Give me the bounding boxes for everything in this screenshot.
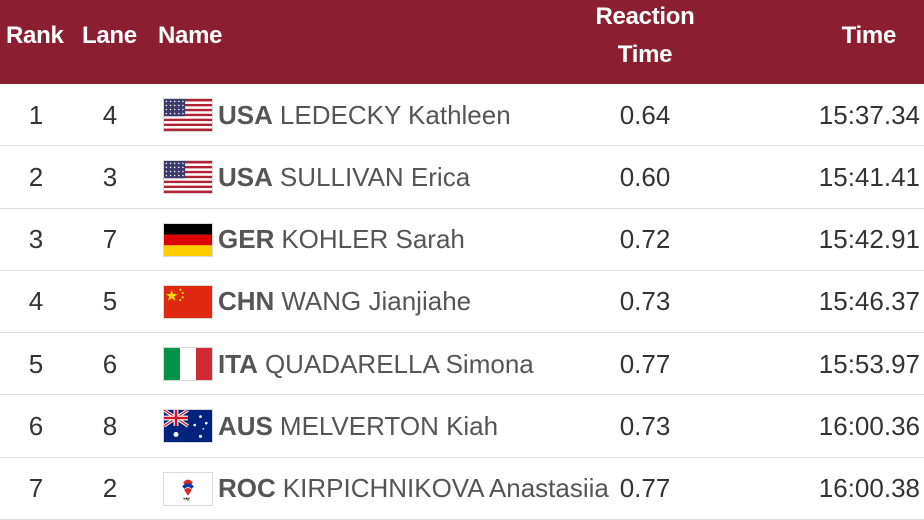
roc-flag-icon bbox=[163, 471, 213, 506]
italy-flag-icon bbox=[163, 347, 213, 382]
lane-cell: 7 bbox=[102, 224, 118, 255]
time-cell: 16:00.38 bbox=[818, 473, 920, 504]
athlete-name: KIRPICHNIKOVA Anastasiia bbox=[282, 473, 609, 504]
australia-flag-icon bbox=[163, 409, 213, 444]
germany-flag-icon bbox=[163, 222, 213, 257]
header-rank: Rank bbox=[6, 22, 64, 49]
athlete-name: KOHLER Sarah bbox=[281, 224, 465, 255]
athlete-name: QUADARELLA Simona bbox=[264, 348, 534, 379]
athlete-name-cell[interactable]: ROC KIRPICHNIKOVA Anastasiia bbox=[218, 458, 609, 520]
table-row[interactable]: 3 7 GER KOHLER Sarah 0.72 15:42.91 bbox=[0, 209, 924, 271]
usa-flag-icon bbox=[163, 98, 213, 132]
time-cell: 15:53.97 bbox=[818, 348, 920, 379]
lane-cell: 6 bbox=[102, 348, 118, 379]
athlete-name: LEDECKY Kathleen bbox=[279, 99, 511, 130]
header-reaction-line2: Time bbox=[617, 41, 673, 68]
lane-cell: 3 bbox=[102, 161, 118, 192]
table-row[interactable]: 6 8 AUS MELVERTON Kiah 0.73 16:00.36 bbox=[0, 395, 924, 458]
header-name: Name bbox=[158, 22, 223, 49]
table-row[interactable]: 2 3 USA SULLIVAN Erica 0.60 15:41.41 bbox=[0, 146, 924, 209]
rank-cell: 4 bbox=[28, 286, 44, 317]
header-reaction-line1: Reaction bbox=[595, 3, 695, 30]
table-row[interactable]: 7 2 ROC KIRPICHNIKOVA Anastasiia 0.77 16… bbox=[0, 458, 924, 520]
athlete-name: WANG Jianjiahe bbox=[281, 286, 472, 317]
time-cell: 15:46.37 bbox=[818, 286, 920, 317]
rank-cell: 2 bbox=[28, 161, 44, 192]
usa-flag-icon bbox=[163, 160, 213, 195]
athlete-name-cell[interactable]: USA SULLIVAN Erica bbox=[218, 146, 470, 208]
time-cell: 15:37.34 bbox=[818, 99, 920, 130]
reaction-time-cell: 0.73 bbox=[619, 286, 671, 317]
lane-cell: 8 bbox=[102, 410, 118, 441]
table-row[interactable]: 1 4 USA LEDECKY Kathleen 0.64 15:37.34 bbox=[0, 84, 924, 147]
table-body: 1 4 USA LEDECKY Kathleen 0.64 15:37.34 2… bbox=[0, 84, 924, 520]
time-cell: 16:00.36 bbox=[818, 410, 920, 441]
header-lane: Lane bbox=[82, 22, 137, 49]
athlete-name: MELVERTON Kiah bbox=[279, 410, 499, 441]
header-reaction-time: Reaction Time bbox=[560, 0, 730, 72]
china-flag-icon bbox=[163, 284, 213, 319]
reaction-time-cell: 0.64 bbox=[619, 99, 671, 130]
rank-cell: 3 bbox=[28, 224, 44, 255]
noc-code: CHN bbox=[218, 286, 275, 317]
noc-code: ITA bbox=[218, 348, 258, 379]
athlete-name: SULLIVAN Erica bbox=[279, 161, 471, 192]
lane-cell: 5 bbox=[102, 286, 118, 317]
rank-cell: 6 bbox=[28, 410, 44, 441]
noc-code: USA bbox=[218, 99, 273, 130]
table-header: Rank Lane Name Reaction Time Time bbox=[0, 0, 924, 84]
time-cell: 15:42.91 bbox=[818, 224, 920, 255]
time-cell: 15:41.41 bbox=[818, 161, 920, 192]
rank-cell: 7 bbox=[28, 473, 44, 504]
noc-code: AUS bbox=[218, 410, 273, 441]
athlete-name-cell[interactable]: ITA QUADARELLA Simona bbox=[218, 333, 534, 395]
lane-cell: 2 bbox=[102, 473, 118, 504]
noc-code: ROC bbox=[218, 473, 276, 504]
reaction-time-cell: 0.77 bbox=[619, 473, 671, 504]
reaction-time-cell: 0.77 bbox=[619, 348, 671, 379]
athlete-name-cell[interactable]: AUS MELVERTON Kiah bbox=[218, 395, 498, 457]
athlete-name-cell[interactable]: USA LEDECKY Kathleen bbox=[218, 84, 511, 146]
lane-cell: 4 bbox=[102, 99, 118, 130]
rank-cell: 5 bbox=[28, 348, 44, 379]
athlete-name-cell[interactable]: GER KOHLER Sarah bbox=[218, 209, 465, 271]
reaction-time-cell: 0.72 bbox=[619, 224, 671, 255]
table-row[interactable]: 5 6 ITA QUADARELLA Simona 0.77 15:53.97 bbox=[0, 333, 924, 396]
reaction-time-cell: 0.60 bbox=[619, 161, 671, 192]
rank-cell: 1 bbox=[28, 99, 44, 130]
athlete-name-cell[interactable]: CHN WANG Jianjiahe bbox=[218, 271, 471, 333]
header-time: Time bbox=[841, 22, 897, 49]
reaction-time-cell: 0.73 bbox=[619, 410, 671, 441]
noc-code: USA bbox=[218, 161, 273, 192]
table-row[interactable]: 4 5 CHN WANG Jianjiahe 0.73 15:46.37 bbox=[0, 271, 924, 334]
noc-code: GER bbox=[218, 224, 275, 255]
